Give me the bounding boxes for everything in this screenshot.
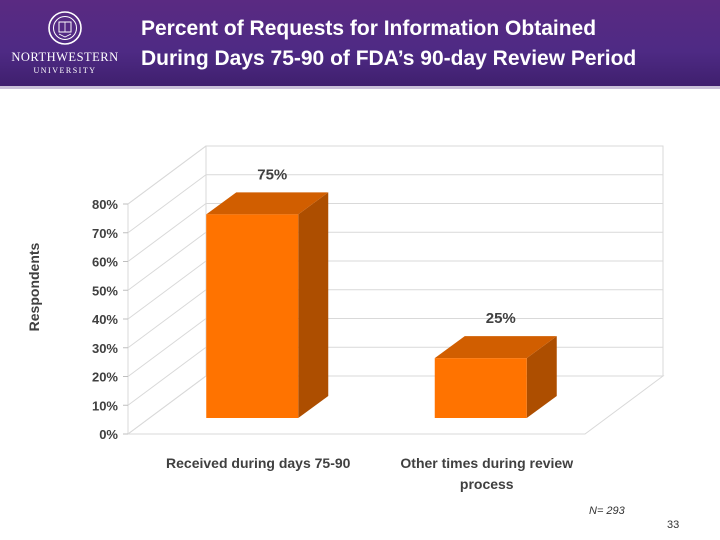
- bar: [434, 358, 527, 418]
- university-logo: NORTHWESTERN UNIVERSITY: [6, 8, 132, 78]
- gridline: [127, 145, 663, 205]
- bar-top: [206, 192, 329, 215]
- bar-side: [526, 336, 557, 418]
- y-tick-label: 0%: [99, 427, 118, 442]
- x-tick-label: Other times during review: [400, 455, 573, 471]
- bar: [206, 214, 299, 418]
- gridline: [127, 203, 663, 262]
- bar-side: [298, 192, 329, 418]
- page-title: Percent of Requests for Information Obta…: [141, 14, 711, 74]
- logo-name: NORTHWESTERN: [11, 50, 119, 64]
- gridline: [127, 231, 663, 291]
- y-tick-label: 50%: [92, 283, 118, 298]
- bar-top: [434, 336, 557, 359]
- page-number: 33: [667, 519, 680, 531]
- gridline: [127, 260, 663, 320]
- x-tick-label: Received during days 75-90: [166, 455, 351, 471]
- header-bar: [0, 0, 720, 86]
- data-label: 75%: [257, 166, 287, 183]
- logo-subtitle: UNIVERSITY: [33, 66, 97, 75]
- university-seal-icon: [48, 11, 82, 45]
- bar-group: [434, 336, 557, 418]
- data-label: 25%: [486, 310, 516, 327]
- gridline: [127, 289, 663, 349]
- y-tick-label: 10%: [92, 398, 118, 413]
- y-tick-label: 60%: [92, 255, 118, 270]
- x-tick-label: process: [460, 476, 514, 492]
- title-line-2: During Days 75-90 of FDA’s 90-day Review…: [141, 47, 637, 70]
- gridline: [127, 318, 663, 377]
- sample-size-note: N= 293: [589, 505, 625, 517]
- title-line-1: Percent of Requests for Information Obta…: [141, 17, 597, 40]
- y-tick-label: 70%: [92, 226, 118, 241]
- bar-group: [206, 192, 329, 418]
- y-tick-label: 40%: [92, 312, 118, 327]
- gridline: [127, 174, 663, 234]
- y-axis-title: Respondents: [26, 242, 42, 331]
- header-divider: [0, 86, 720, 89]
- y-tick-label: 30%: [92, 341, 118, 356]
- y-tick-label: 80%: [92, 197, 118, 212]
- y-tick-label: 20%: [92, 370, 118, 385]
